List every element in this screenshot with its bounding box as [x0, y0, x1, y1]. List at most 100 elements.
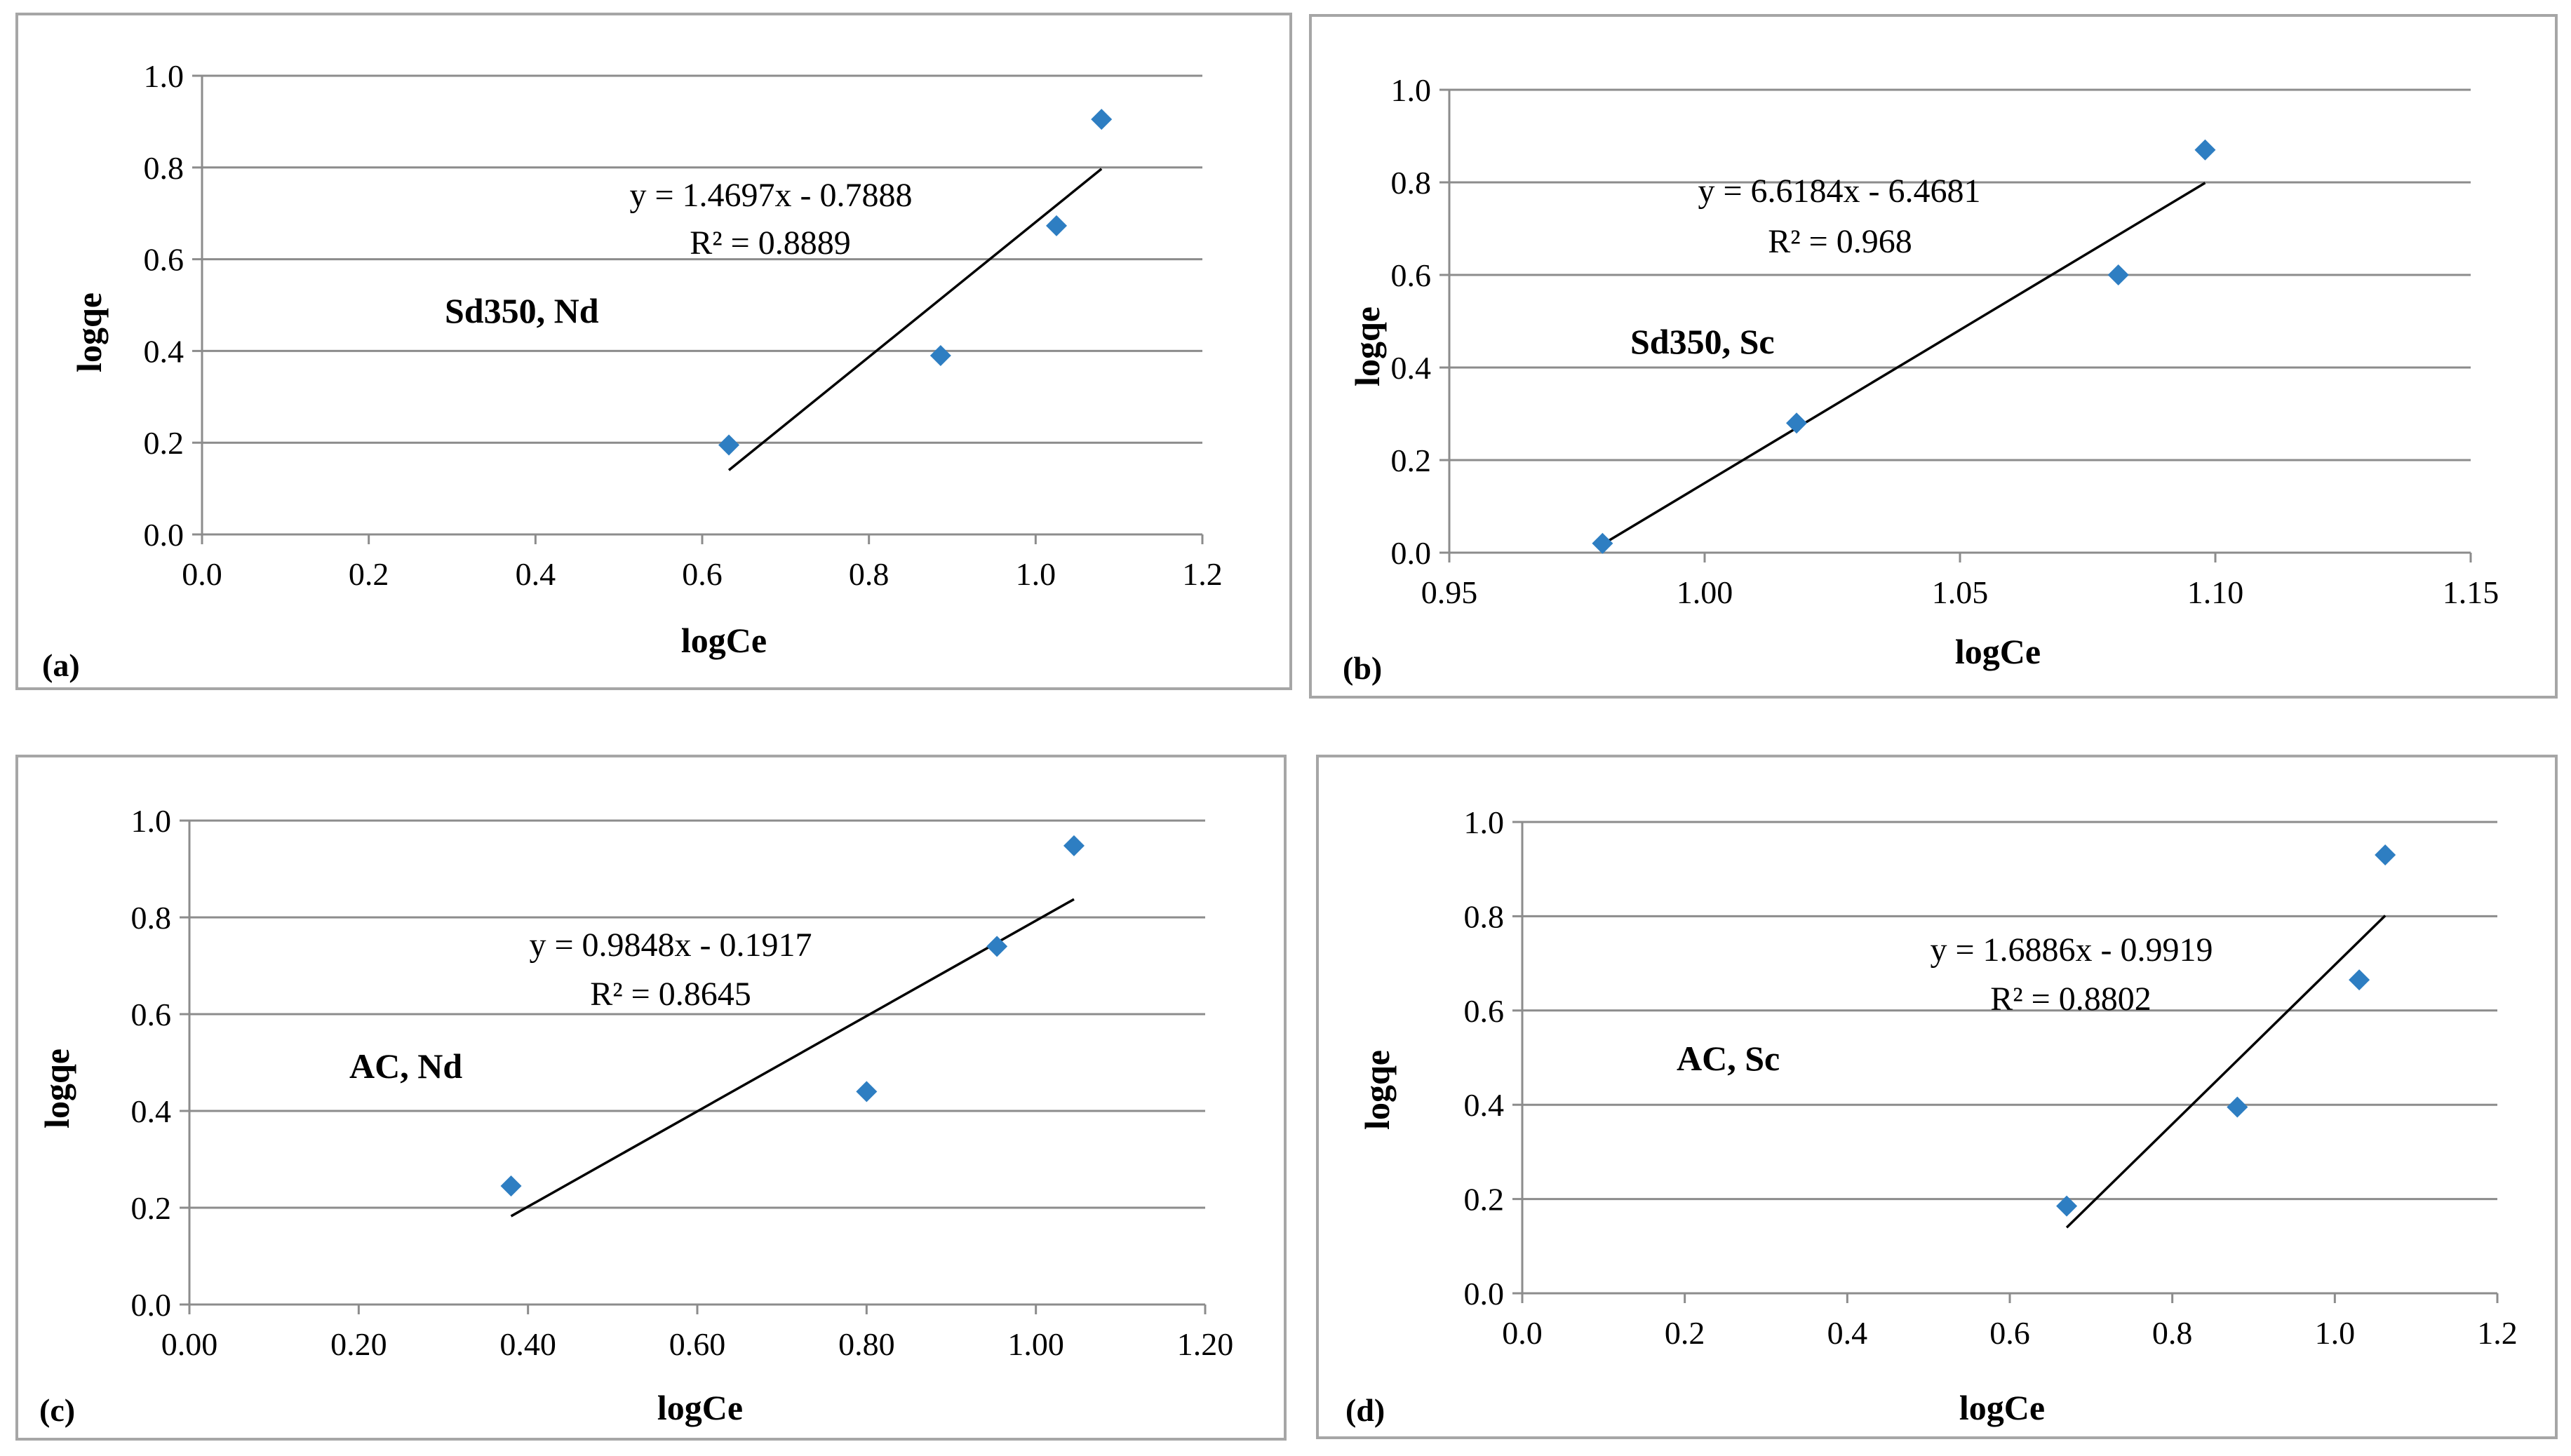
- y-tick-label-b-3: 0.6: [1391, 257, 1432, 293]
- x-axis-title-b: logCe: [1955, 632, 2041, 671]
- series-label-a: Sd350, Nd: [445, 291, 599, 330]
- chart-svg-b: 0.0 0.2 0.4 0.6 0.8 1.0 0.95 1.00 1.05 1.10 1.15 y…: [1343, 72, 2499, 686]
- data-point-b-2: [1786, 412, 1808, 434]
- x-tick-label-d-6: 1.2: [2477, 1315, 2518, 1351]
- x-tick-label-d-3: 0.6: [1989, 1315, 2030, 1351]
- chart-panel-d: 0.0 0.2 0.4 0.6 0.8 1.0 0.0 0.2 0.4 0.6 0.8 1.0 1.2 …: [1316, 755, 2558, 1439]
- data-point-c-2: [856, 1081, 878, 1103]
- x-tick-label-c-2: 0.40: [499, 1326, 556, 1362]
- x-tick-label-b-2: 1.05: [1932, 574, 1989, 610]
- y-tick-label-b-2: 0.4: [1391, 350, 1432, 386]
- y-tick-label-c-0: 0.0: [131, 1287, 172, 1323]
- equation-label-a: y = 1.4697x - 0.7888: [629, 177, 912, 214]
- x-tick-label-d-0: 0.0: [1502, 1315, 1543, 1351]
- points-b: [1592, 139, 2216, 554]
- y-tick-label-a-4: 0.8: [144, 150, 184, 186]
- points-d: [2056, 844, 2396, 1217]
- y-tick-label-c-4: 0.8: [131, 900, 172, 936]
- ticks-a: 0.0 0.2 0.4 0.6 0.8 1.0 0.0 0.2 0.4 0.6 0.8 1.0 1.2: [144, 58, 1223, 592]
- data-point-a-2: [929, 344, 951, 366]
- series-label-d: AC, Sc: [1677, 1039, 1780, 1078]
- trendline-a: [727, 168, 1103, 471]
- y-tick-label-d-2: 0.4: [1464, 1087, 1505, 1123]
- y-axis-title-a: logqe: [69, 292, 109, 372]
- x-tick-label-a-6: 1.2: [1182, 556, 1223, 592]
- x-tick-label-a-0: 0.0: [182, 556, 222, 592]
- y-axis-title-c: logqe: [37, 1049, 76, 1128]
- r-squared-label-a: R² = 0.8889: [690, 224, 850, 262]
- y-tick-label-d-1: 0.2: [1464, 1182, 1505, 1218]
- data-point-a-1: [718, 434, 740, 456]
- ticks-b: 0.0 0.2 0.4 0.6 0.8 1.0 0.95 1.00 1.05 1.10 1.15: [1391, 72, 2499, 610]
- equation-label-c: y = 0.9848x - 0.1917: [529, 926, 812, 964]
- x-tick-label-c-0: 0.00: [161, 1326, 218, 1362]
- y-tick-label-c-3: 0.6: [131, 997, 172, 1032]
- y-tick-label-d-0: 0.0: [1464, 1276, 1505, 1312]
- x-tick-label-b-3: 1.10: [2187, 574, 2244, 610]
- x-tick-label-c-3: 0.60: [669, 1326, 726, 1362]
- grid-c: [189, 819, 1205, 1209]
- y-tick-label-a-3: 0.6: [144, 242, 184, 278]
- y-tick-label-c-5: 1.0: [131, 803, 172, 839]
- x-axis-title-c: logCe: [657, 1388, 743, 1427]
- x-axis-title-a: logCe: [681, 621, 767, 660]
- data-point-c-3: [986, 936, 1008, 957]
- data-point-c-4: [1063, 835, 1085, 856]
- equation-label-d: y = 1.6886x - 0.9919: [1930, 931, 2213, 969]
- x-tick-label-a-1: 0.2: [349, 556, 389, 592]
- data-point-d-3: [2349, 969, 2370, 991]
- x-tick-label-c-4: 0.80: [838, 1326, 895, 1362]
- x-tick-label-b-1: 1.00: [1677, 574, 1733, 610]
- chart-svg-d: 0.00.20.40.60.81.00.0 0.2 0.4 0.6 0.8 1.0 1.2 …: [1345, 804, 2518, 1428]
- x-tick-label-c-5: 1.00: [1007, 1326, 1064, 1362]
- data-point-d-2: [2227, 1096, 2248, 1118]
- data-point-b-4: [2194, 139, 2216, 161]
- trendline-d: [2065, 915, 2387, 1229]
- grid-b: [1449, 88, 2471, 461]
- x-tick-label-a-4: 0.8: [849, 556, 890, 592]
- axes-a: [201, 76, 1202, 536]
- points-c: [500, 835, 1085, 1197]
- r-squared-label-c: R² = 0.8645: [590, 976, 751, 1013]
- y-tick-label-b-0: 0.0: [1391, 535, 1432, 571]
- x-tick-label-a-5: 1.0: [1016, 556, 1056, 592]
- axes-c: [188, 821, 1205, 1306]
- y-tick-label-d-4: 0.8: [1464, 898, 1505, 934]
- axes-d: [1521, 822, 2497, 1295]
- grid-d: [1522, 821, 2497, 1201]
- series-label-b: Sd350, Sc: [1630, 322, 1775, 361]
- y-tick-label-a-5: 1.0: [144, 58, 184, 94]
- equation-label-b: y = 6.6184x - 6.4681: [1698, 173, 1980, 210]
- ticks-c: 0.0 0.2 0.4 0.6 0.8 1.0 0.00 0.20 0.40 0.60 0.80 1.…: [131, 803, 1234, 1362]
- chart-panel-a: 0.0 0.2 0.4 0.6 0.8 1.0 0.0 0.2 0.4 0.6 0.8 1.0 1.2 …: [15, 13, 1292, 690]
- panel-tag-c: (c): [39, 1392, 75, 1428]
- r-squared-label-d: R² = 0.8802: [1990, 980, 2151, 1018]
- y-tick-label-b-4: 0.8: [1391, 165, 1432, 201]
- x-axis-title-d: logCe: [1959, 1388, 2045, 1427]
- points-a: [718, 109, 1113, 456]
- panel-tag-b: (b): [1343, 650, 1382, 686]
- data-point-a-4: [1091, 109, 1113, 130]
- x-tick-label-d-1: 0.2: [1665, 1315, 1705, 1351]
- r-squared-label-b: R² = 0.968: [1768, 223, 1912, 260]
- y-tick-label-a-0: 0.0: [144, 517, 184, 553]
- data-point-d-1: [2056, 1195, 2078, 1217]
- y-tick-label-d-3: 0.6: [1464, 993, 1505, 1029]
- x-tick-label-b-4: 1.15: [2443, 574, 2499, 610]
- data-point-b-1: [1592, 532, 1613, 554]
- y-tick-label-b-1: 0.2: [1391, 443, 1432, 478]
- trendline-c: [510, 898, 1075, 1218]
- grid-a: [202, 74, 1202, 444]
- chart-svg-c: 0.0 0.2 0.4 0.6 0.8 1.0 0.00 0.20 0.40 0.60 0.80 1.…: [37, 803, 1234, 1428]
- y-tick-label-a-2: 0.4: [144, 333, 184, 369]
- chart-panel-c: 0.0 0.2 0.4 0.6 0.8 1.0 0.00 0.20 0.40 0.60 0.80 1.…: [15, 755, 1287, 1441]
- y-tick-label-a-1: 0.2: [144, 425, 184, 461]
- x-tick-label-b-0: 0.95: [1421, 574, 1478, 610]
- chart-svg-a: 0.00.20.40.60.81.00.0 0.2 0.4 0.6 0.8 1.0 1.2 …: [42, 58, 1223, 683]
- panel-tag-a: (a): [42, 647, 80, 683]
- series-label-c: AC, Nd: [349, 1046, 462, 1086]
- x-tick-label-a-3: 0.6: [682, 556, 723, 592]
- x-tick-label-d-4: 0.8: [2152, 1315, 2193, 1351]
- ticks-d: 0.0 0.2 0.4 0.6 0.8 1.0 0.0 0.2 0.4 0.6 0.8 1.0 1.2: [1464, 804, 2518, 1351]
- panel-tag-d: (d): [1345, 1392, 1385, 1428]
